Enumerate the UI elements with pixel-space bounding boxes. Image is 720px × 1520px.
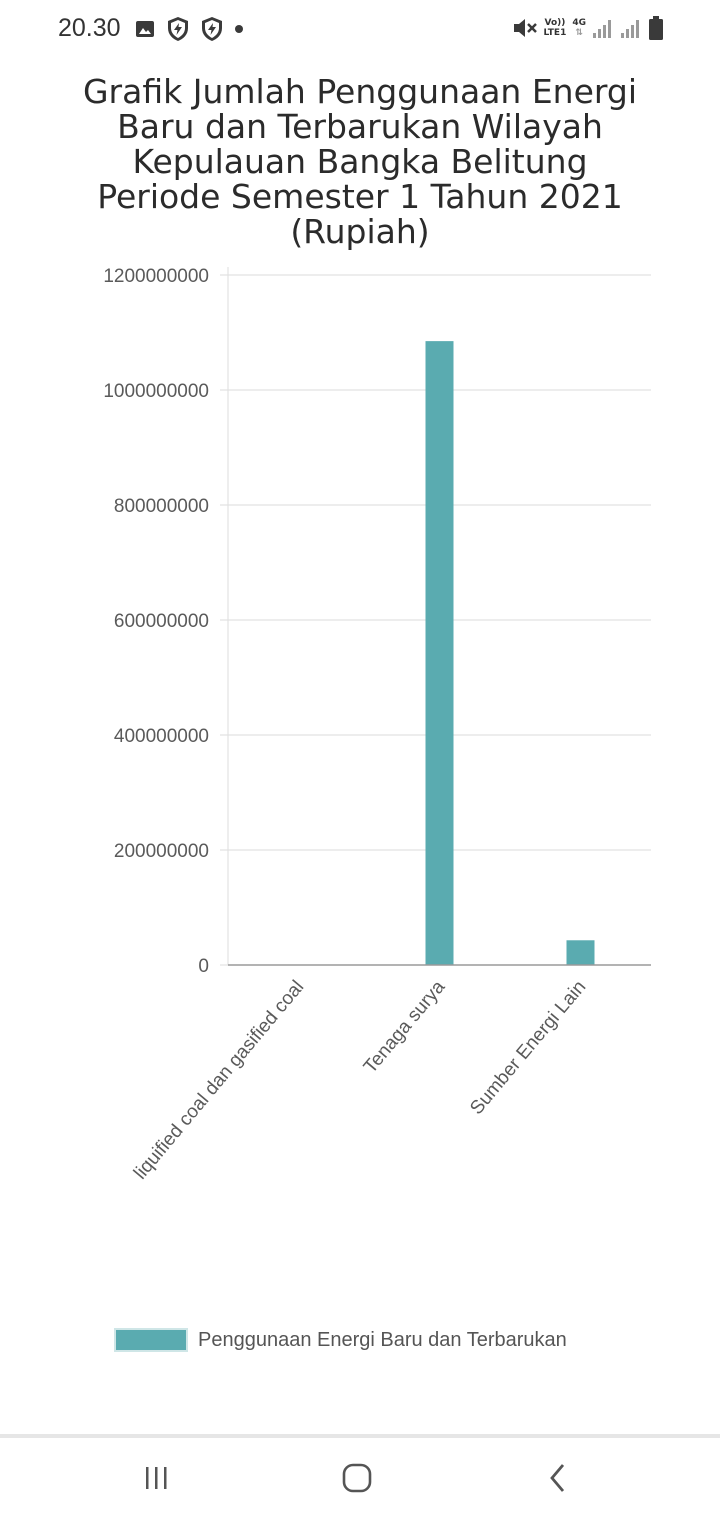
chart-title-line: Periode Semester 1 Tahun 2021 bbox=[97, 177, 623, 216]
nav-divider bbox=[0, 1434, 720, 1438]
net-label: 4G bbox=[572, 18, 586, 28]
y-tick-label: 200000000 bbox=[114, 841, 209, 862]
navigation-bar bbox=[0, 1438, 720, 1520]
volte-icon: Vo)) LTE1 bbox=[544, 18, 567, 38]
y-tick-label: 1000000000 bbox=[103, 381, 209, 402]
chart-legend[interactable]: Penggunaan Energi Baru dan Terbarukan bbox=[114, 1326, 567, 1354]
legend-label: Penggunaan Energi Baru dan Terbarukan bbox=[198, 1328, 567, 1351]
4g-icon: 4G ⇅ bbox=[572, 18, 586, 38]
recent-apps-button[interactable] bbox=[136, 1458, 176, 1498]
volte-label-bottom: LTE1 bbox=[543, 28, 567, 38]
y-tick-label: 1200000000 bbox=[103, 266, 209, 287]
x-tick-label: Sumber Energi Lain bbox=[466, 977, 590, 1119]
mute-icon bbox=[513, 19, 537, 37]
x-tick-label: liquified coal dan gasified coal bbox=[130, 977, 308, 1184]
back-icon bbox=[550, 1464, 565, 1492]
y-axis-tick-labels: 0 200000000 400000000 600000000 800000000 100… bbox=[103, 266, 209, 977]
battery-icon bbox=[649, 16, 663, 40]
chart-title-line: Baru dan Terbarukan Wilayah bbox=[117, 107, 603, 146]
y-tick-label: 800000000 bbox=[114, 496, 209, 517]
signal-icon bbox=[621, 20, 639, 38]
x-axis-tick-labels: liquified coal dan gasified coal Tenaga s… bbox=[130, 976, 590, 1183]
chart-title-line: Grafik Jumlah Penggunaan Energi bbox=[82, 72, 638, 111]
shield-icon bbox=[202, 17, 222, 41]
volte-label-top: Vo)) bbox=[544, 18, 566, 28]
home-button[interactable] bbox=[337, 1458, 377, 1498]
bar[interactable] bbox=[425, 341, 454, 965]
status-bar: 20.30 Vo)) LTE1 4G bbox=[0, 0, 720, 56]
chart-title: Grafik Jumlah Penggunaan Energi Baru dan… bbox=[60, 74, 660, 249]
signal-icon bbox=[593, 20, 611, 38]
y-tick-label: 400000000 bbox=[114, 726, 209, 747]
home-icon bbox=[342, 1463, 372, 1493]
y-tick-label: 600000000 bbox=[114, 611, 209, 632]
bars bbox=[425, 341, 595, 965]
shield-icon bbox=[168, 17, 188, 41]
chart-title-line: (Rupiah) bbox=[290, 212, 430, 251]
chart-title-line: Kepulauan Bangka Belitung bbox=[132, 142, 588, 181]
bar-chart: 0 200000000 400000000 600000000 800000000 100… bbox=[103, 266, 651, 1184]
legend-swatch bbox=[114, 1328, 188, 1352]
dot-icon bbox=[235, 25, 243, 33]
bar[interactable] bbox=[566, 940, 595, 965]
status-time: 20.30 bbox=[58, 14, 121, 42]
recent-apps-icon bbox=[146, 1467, 167, 1489]
y-tick-label: 0 bbox=[198, 956, 209, 977]
status-system-icons: Vo)) LTE1 4G ⇅ bbox=[512, 14, 664, 42]
x-tick-label: Tenaga surya bbox=[360, 976, 450, 1077]
status-notification-icons bbox=[134, 16, 244, 42]
image-icon bbox=[136, 21, 154, 37]
back-button[interactable] bbox=[538, 1458, 578, 1498]
